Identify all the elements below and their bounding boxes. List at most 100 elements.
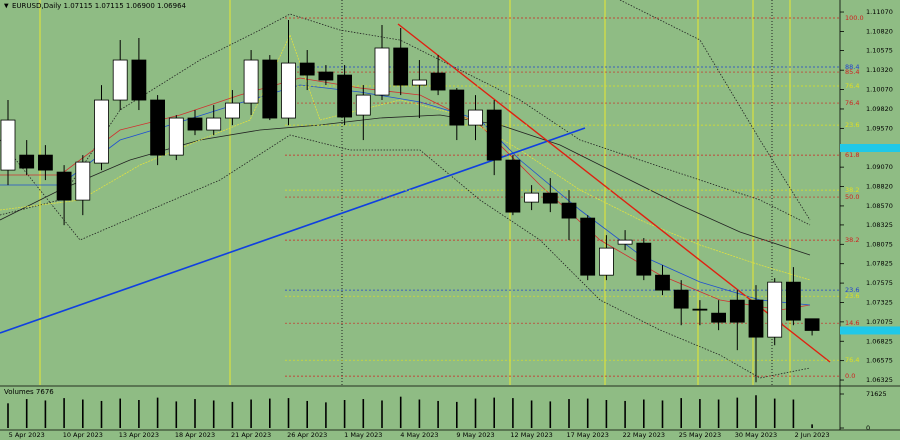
title-arrow: ▼ [4,3,9,10]
candle-body [75,161,91,201]
fib-level-label: 85.4 [845,68,859,76]
x-tick-label: 18 Apr 2023 [175,431,215,439]
indicators [0,0,831,379]
candle-body [655,274,670,291]
candle-body [542,192,558,204]
y-tick-label: 1.10320 [866,66,893,74]
candle-body [374,47,390,96]
y-tick-label: 1.07075 [866,318,893,326]
y-tick-label: 1.10575 [866,46,893,54]
candle-body [430,72,446,91]
candle-body [767,281,783,338]
y-tick-label: 1.11070 [866,8,893,16]
y-tick-label: 1.08820 [866,183,893,191]
current-price [840,326,900,335]
candle-body [673,289,689,309]
fib-level-label: 38.2 [845,186,859,194]
candle-body [524,192,539,203]
y-tick-label: 1.09820 [866,105,893,113]
candle-body [617,239,633,245]
candle-body [786,281,801,321]
candle-body [468,109,483,126]
fib-level-label: 50.0 [845,193,859,201]
y-tick-label: 1.09570 [866,124,893,132]
x-tick-label: 13 Apr 2023 [119,431,159,439]
fib-level-label: 23.6 [845,292,859,300]
x-tick-label: 4 May 2023 [400,431,438,439]
x-tick-label: 10 Apr 2023 [63,431,103,439]
candle-body [38,154,53,171]
candle-body [131,59,147,101]
volume-label: Volumes 7676 [4,388,54,396]
fib-level-label: 76.4 [845,356,859,364]
candle-body [692,308,708,311]
fib-level-label: 23.6 [845,286,859,294]
candle-body [299,62,315,76]
x-tick-label: 26 Apr 2023 [287,431,327,439]
fib-level-label: 14.6 [845,319,859,327]
price-marker [840,144,900,152]
fib-level-label: 76.4 [845,99,859,107]
candle-body [281,62,296,119]
candle-body [56,171,72,201]
candle-body [168,117,184,156]
x-tick-label: 5 Apr 2023 [9,431,45,439]
candle-body [711,312,726,323]
separators-dotted [341,0,773,385]
candle-body [580,217,596,276]
x-tick-label: 1 May 2023 [344,431,382,439]
candle-body [505,159,521,213]
y-tick-label: 1.10820 [866,27,893,35]
y-tick-label: 1.07825 [866,260,893,268]
y-tick-label: 1.07575 [866,279,893,287]
y-tick-label: 1.08075 [866,240,893,248]
candle-body [449,89,465,126]
candle-body [411,79,427,86]
candle-body [486,109,502,161]
x-tick-label: 25 May 2023 [679,431,721,439]
fib-level-label: 0.0 [845,372,855,380]
candle-body [636,242,652,276]
x-tick-label: 2 Jun 2023 [795,431,830,439]
fib-level-label: 23.6 [845,121,859,129]
x-tick-label: 22 May 2023 [623,431,665,439]
y-tick-label: 1.10070 [866,86,893,94]
candle-body [0,119,16,171]
y-tick-label: 1.06325 [866,376,893,384]
fib-level-label: 76.4 [845,82,859,90]
y-tick-label: 1.08570 [866,202,893,210]
candle-body [599,247,614,276]
y-tick-label: 1.09070 [866,163,893,171]
volume-tick-label: 71625 [866,390,887,398]
y-tick-label: 1.08325 [866,221,893,229]
chart-title: EURUSD,Daily 1.07115 1.07115 1.06900 1.0… [12,2,187,10]
price-axis [840,0,900,440]
candle-body [187,117,203,131]
candle-body [337,74,353,118]
x-tick-label: 30 May 2023 [735,431,777,439]
candle-body [804,318,820,331]
y-tick-label: 1.07325 [866,298,893,306]
y-tick-label: 1.06575 [866,357,893,365]
x-tick-label: 17 May 2023 [567,431,609,439]
candle-body [355,94,371,116]
fib-level-label: 38.2 [845,236,859,244]
candle-body [150,99,166,156]
candle-body [224,102,240,119]
candle-body [19,154,35,169]
candle-body [729,299,745,323]
x-tick-label: 21 Apr 2023 [231,431,271,439]
candle-body [112,59,128,101]
candle-body [748,299,764,338]
candle-body [206,117,222,131]
candle-body [243,59,259,104]
candle-body [561,202,577,219]
fib-level-label: 61.8 [845,151,859,159]
x-tick-label: 9 May 2023 [456,431,494,439]
x-tick-label: 12 May 2023 [510,431,552,439]
volume-tick-label: 0 [866,424,870,432]
candle-body [94,99,109,164]
candle-body [262,59,278,119]
fib-level-label: 88.4 [845,63,859,71]
